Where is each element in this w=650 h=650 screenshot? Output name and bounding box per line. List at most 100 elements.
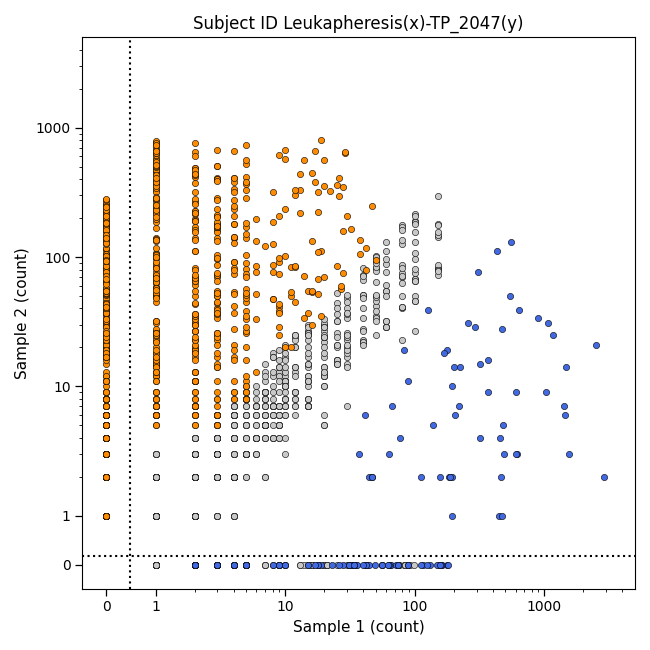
Point — [397, 291, 408, 301]
Point — [150, 187, 161, 197]
Point — [101, 471, 112, 482]
Point — [260, 376, 270, 386]
Point — [101, 448, 112, 459]
Point — [280, 394, 291, 404]
Point — [101, 268, 112, 279]
Point — [241, 381, 252, 391]
Point — [306, 287, 317, 297]
Point — [228, 560, 239, 570]
Point — [189, 394, 200, 404]
Point — [267, 433, 278, 443]
Point — [432, 560, 442, 570]
Point — [267, 266, 278, 277]
Point — [228, 410, 239, 421]
Point — [342, 348, 352, 359]
Point — [101, 448, 112, 459]
Point — [150, 200, 161, 210]
Point — [402, 560, 413, 570]
Point — [213, 225, 223, 235]
Point — [101, 420, 112, 430]
Point — [101, 387, 112, 397]
Point — [359, 410, 370, 421]
Point — [189, 510, 200, 521]
Point — [319, 362, 330, 372]
Point — [189, 355, 200, 365]
Point — [319, 330, 330, 340]
Point — [352, 560, 363, 570]
Point — [189, 233, 200, 243]
Point — [303, 401, 313, 411]
Point — [150, 471, 161, 482]
Point — [274, 345, 285, 356]
Point — [101, 410, 112, 421]
Point — [213, 471, 223, 482]
Point — [101, 223, 112, 233]
Point — [213, 222, 223, 233]
Point — [228, 233, 239, 243]
Point — [150, 348, 161, 359]
Point — [150, 510, 161, 521]
Point — [150, 560, 161, 570]
Point — [280, 401, 291, 411]
Point — [403, 376, 413, 386]
Point — [291, 330, 301, 340]
Point — [150, 259, 161, 269]
Point — [228, 231, 239, 242]
Point — [101, 283, 112, 293]
Point — [150, 510, 161, 521]
Point — [150, 371, 161, 382]
Point — [303, 307, 313, 318]
Point — [189, 448, 200, 459]
Point — [252, 401, 262, 411]
Point — [150, 214, 161, 224]
Point — [150, 560, 161, 570]
Point — [410, 291, 420, 301]
Point — [274, 371, 285, 382]
Point — [189, 510, 200, 521]
Point — [342, 330, 352, 340]
Point — [274, 560, 285, 570]
Point — [381, 321, 391, 332]
Point — [370, 290, 381, 300]
Point — [213, 387, 223, 397]
Point — [291, 394, 301, 404]
Point — [442, 560, 452, 570]
Point — [410, 254, 420, 264]
Point — [213, 471, 223, 482]
Point — [101, 316, 112, 326]
Point — [213, 362, 223, 372]
Point — [189, 448, 200, 459]
Point — [150, 510, 161, 521]
Point — [101, 471, 112, 482]
Point — [338, 268, 348, 278]
Point — [454, 401, 465, 411]
Point — [439, 348, 449, 359]
Point — [150, 420, 161, 430]
Point — [189, 326, 200, 336]
Point — [101, 256, 112, 266]
Point — [189, 147, 200, 157]
Point — [101, 394, 112, 404]
Point — [150, 560, 161, 570]
Point — [358, 326, 369, 336]
Point — [358, 313, 369, 323]
Point — [101, 296, 112, 306]
Point — [101, 352, 112, 362]
Point — [241, 410, 252, 421]
Point — [101, 200, 112, 210]
Point — [189, 194, 200, 204]
Point — [101, 219, 112, 229]
Point — [150, 410, 161, 421]
Point — [241, 448, 252, 459]
Point — [150, 394, 161, 404]
Point — [189, 298, 200, 308]
Point — [150, 140, 161, 150]
Point — [150, 144, 161, 155]
Point — [189, 376, 200, 386]
Point — [342, 307, 352, 318]
Point — [189, 213, 200, 224]
Point — [189, 162, 200, 173]
Point — [101, 471, 112, 482]
Point — [101, 420, 112, 430]
Point — [189, 433, 200, 443]
